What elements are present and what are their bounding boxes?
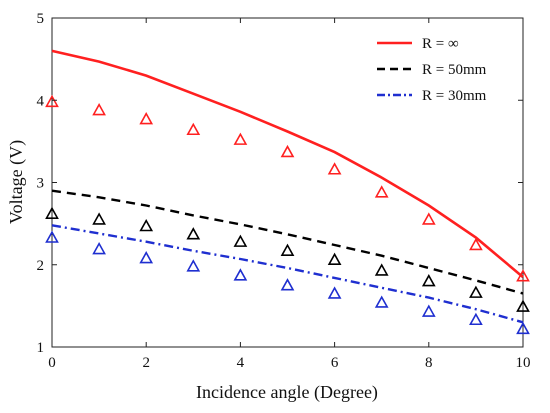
- marker-point-1: [92, 212, 106, 225]
- marker-point-1: [421, 274, 436, 287]
- marker-point-0: [92, 102, 106, 116]
- y-axis-ticks: 1 2 3 4 5: [37, 11, 523, 356]
- x-tick-label: 0: [48, 355, 56, 371]
- marker-point-2: [92, 241, 106, 255]
- series-line-1: [51, 189, 524, 295]
- x-tick-label: 8: [425, 355, 433, 371]
- plot-area: [45, 17, 530, 348]
- marker-point-0: [233, 132, 248, 145]
- marker-point-0: [516, 269, 530, 282]
- legend-label-0: R = ∞: [422, 36, 459, 52]
- marker-point-2: [374, 295, 389, 308]
- marker-point-2: [421, 304, 436, 317]
- marker-point-2: [139, 251, 154, 264]
- y-tick-label: 5: [37, 11, 45, 27]
- marker-point-0: [469, 237, 483, 251]
- y-tick-label: 3: [37, 176, 45, 192]
- x-axis-title: Incidence angle (Degree): [196, 382, 378, 403]
- marker-point-1: [516, 299, 530, 312]
- marker-point-1: [139, 218, 154, 232]
- marker-point-0: [374, 185, 389, 198]
- y-tick-label: 4: [37, 93, 45, 109]
- marker-point-2: [280, 278, 295, 291]
- marker-point-1: [280, 243, 295, 256]
- marker-point-0: [186, 122, 201, 136]
- marker-point-2: [45, 230, 59, 243]
- x-tick-label: 2: [142, 355, 150, 371]
- legend-label-1: R = 50mm: [422, 62, 487, 78]
- legend-label-2: R = 30mm: [422, 88, 487, 104]
- legend: R = ∞ R = 50mm R = 30mm: [377, 36, 487, 104]
- marker-point-0: [139, 112, 154, 125]
- marker-point-0: [421, 212, 436, 225]
- marker-point-1: [233, 234, 248, 247]
- marker-point-2: [233, 268, 248, 281]
- marker-point-0: [45, 94, 59, 108]
- marker-point-0: [280, 144, 295, 158]
- marker-point-2: [469, 312, 483, 326]
- series-line-2: [51, 224, 524, 324]
- marker-point-1: [186, 227, 201, 240]
- marker-point-1: [327, 252, 342, 266]
- series-lines: [51, 49, 524, 324]
- marker-point-1: [45, 206, 59, 219]
- measurement-markers: [45, 94, 530, 335]
- x-tick-label: 4: [237, 355, 245, 371]
- y-axis-title: Voltage (V): [6, 140, 27, 224]
- marker-point-2: [516, 321, 530, 335]
- y-tick-label: 2: [37, 258, 45, 274]
- x-axis-ticks: 0 2 4 6 8 10: [48, 18, 531, 371]
- marker-point-2: [186, 259, 201, 272]
- marker-point-0: [327, 162, 342, 175]
- x-tick-label: 6: [331, 355, 339, 371]
- marker-point-2: [327, 286, 342, 299]
- y-tick-label: 1: [37, 340, 45, 356]
- marker-point-1: [469, 285, 483, 298]
- x-tick-label: 10: [516, 355, 531, 371]
- series-line-0: [51, 49, 524, 279]
- marker-point-1: [374, 263, 389, 276]
